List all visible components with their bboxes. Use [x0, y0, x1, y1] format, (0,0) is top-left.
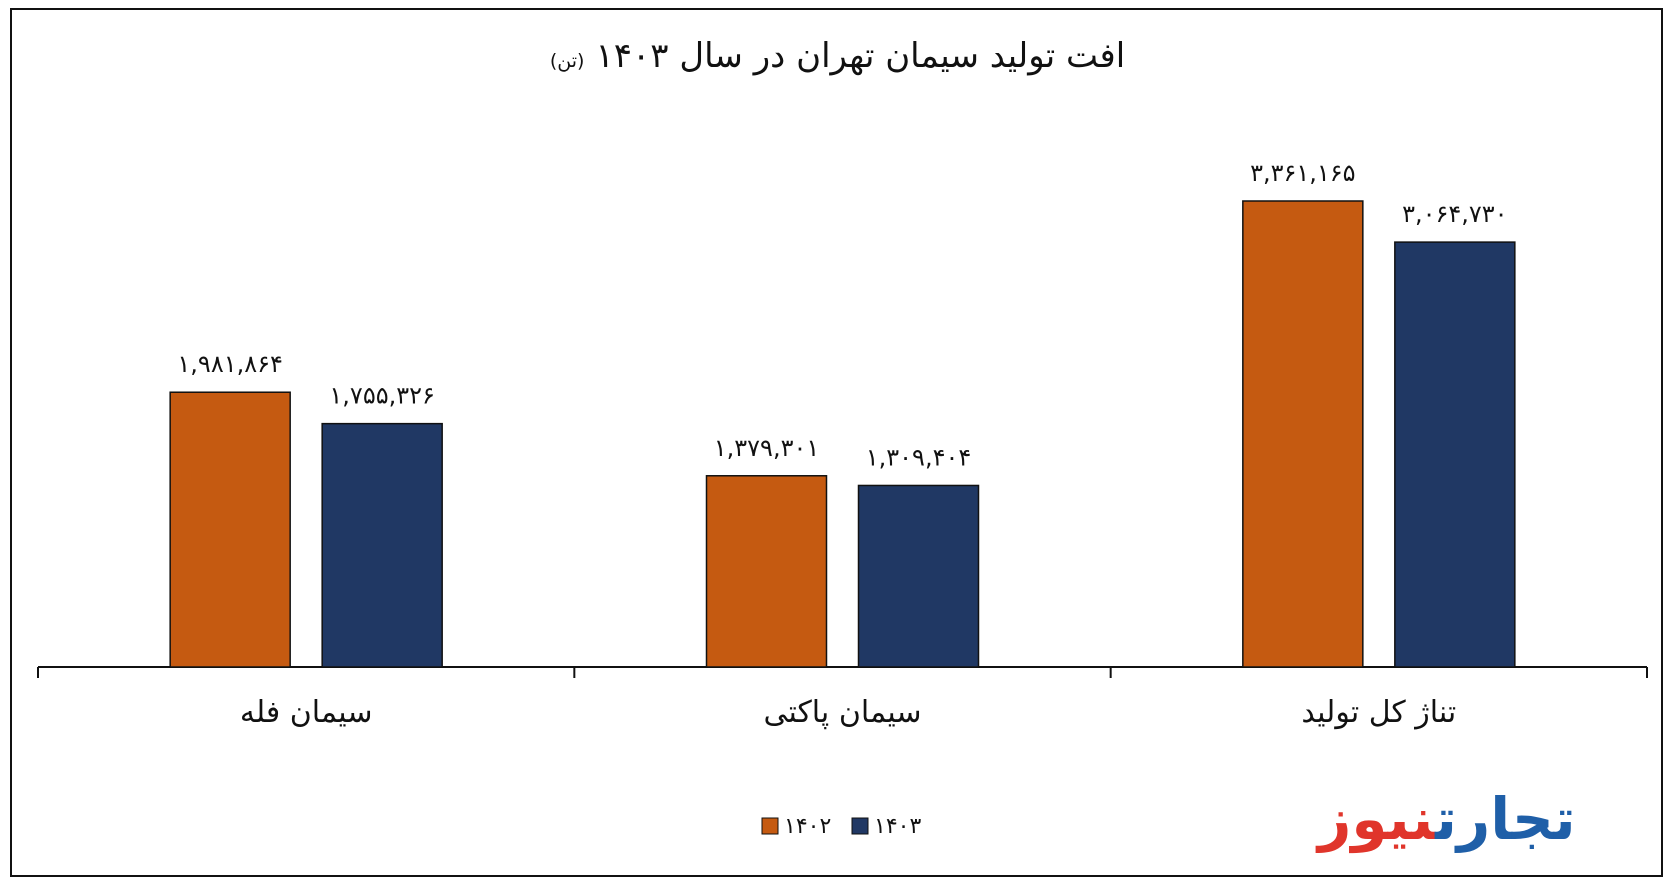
legend-label: ۱۴۰۲	[784, 814, 831, 839]
bar-value-label: ۳,۳۶۱,۱۶۵	[1250, 159, 1356, 187]
chart-title-text: افت تولید سیمان تهران در سال ۱۴۰۳	[595, 36, 1126, 76]
bar-series1	[1242, 200, 1364, 668]
brand-logo-part1: تجارت	[1435, 785, 1577, 853]
bar-value-label: ۱,۹۸۱,۸۶۴	[177, 350, 283, 378]
category-label: سیمان پاکتی	[763, 695, 921, 730]
bar-value-label: ۳,۰۶۴,۷۳۰	[1402, 200, 1508, 228]
brand-logo: تجارتنیوز	[1318, 785, 1577, 853]
bar-series1	[705, 475, 828, 668]
bar-series2	[321, 422, 443, 668]
legend-label: ۱۴۰۳	[874, 814, 921, 839]
bar-value-label: ۱,۷۵۵,۳۲۶	[329, 382, 435, 410]
category-label: تناژ کل تولید	[1301, 695, 1456, 730]
legend-swatch	[761, 817, 779, 835]
bar-value-label: ۱,۳۰۹,۴۰۴	[866, 443, 972, 471]
chart-title: افت تولید سیمان تهران در سال ۱۴۰۳ (تن)	[0, 36, 1675, 76]
bar-value-label: ۱,۳۷۹,۳۰۱	[714, 434, 820, 462]
bar-series2	[857, 484, 980, 668]
chart-title-unit: (تن)	[549, 50, 585, 72]
category-label: سیمان فله	[240, 695, 373, 730]
bar-series1	[169, 391, 291, 668]
bar-series2	[1394, 241, 1516, 668]
brand-logo-part2: نیوز	[1318, 785, 1436, 853]
legend-swatch	[851, 817, 869, 835]
